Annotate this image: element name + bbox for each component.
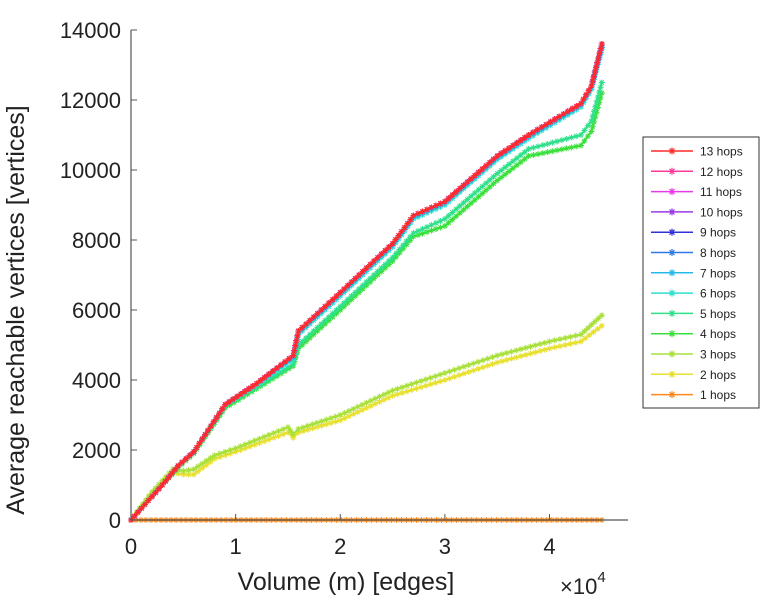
x-tick-label: 1 bbox=[230, 534, 242, 559]
x-tick-label: 3 bbox=[439, 534, 451, 559]
legend-item: 4 hops bbox=[651, 327, 736, 341]
y-tick-label: 6000 bbox=[72, 298, 121, 323]
legend-label: 7 hops bbox=[700, 266, 736, 280]
y-tick-label: 8000 bbox=[72, 228, 121, 253]
series-4-hops bbox=[128, 90, 605, 523]
legend-item: 11 hops bbox=[651, 185, 742, 199]
legend-item: 9 hops bbox=[651, 226, 736, 240]
legend-label: 9 hops bbox=[700, 226, 736, 240]
series-markers bbox=[128, 79, 605, 523]
legend-item: 2 hops bbox=[651, 368, 736, 382]
x-axis-exponent-base: ×10 bbox=[560, 574, 597, 599]
y-tick-label: 4000 bbox=[72, 368, 121, 393]
legend-marker bbox=[668, 309, 676, 317]
legend-label: 4 hops bbox=[700, 327, 736, 341]
legend-label: 12 hops bbox=[700, 165, 743, 179]
plot-area bbox=[128, 41, 605, 523]
legend-item: 7 hops bbox=[651, 266, 736, 280]
y-tick-label: 0 bbox=[109, 508, 121, 533]
legend-label: 5 hops bbox=[700, 307, 736, 321]
legend-label: 3 hops bbox=[700, 348, 736, 362]
y-tick-label: 12000 bbox=[60, 88, 121, 113]
legend-item: 3 hops bbox=[651, 348, 736, 362]
legend-item: 5 hops bbox=[651, 307, 736, 321]
x-tick-label: 2 bbox=[334, 534, 346, 559]
series-2-hops bbox=[128, 322, 605, 523]
legend-item: 6 hops bbox=[651, 287, 736, 301]
y-axis-label: Average reachable vertices [vertices] bbox=[2, 105, 30, 514]
series-markers bbox=[128, 90, 605, 523]
y-tick-label: 14000 bbox=[60, 18, 121, 43]
legend-marker bbox=[668, 208, 676, 216]
legend-marker bbox=[668, 330, 676, 338]
series-markers bbox=[128, 312, 605, 523]
y-tick-label: 2000 bbox=[72, 438, 121, 463]
x-axis-exponent-power: 4 bbox=[597, 569, 605, 586]
x-ticks: 0 1 2 3 4 bbox=[125, 514, 556, 559]
series-5-hops bbox=[128, 79, 605, 523]
x-tick-label: 0 bbox=[125, 534, 137, 559]
legend-marker bbox=[668, 228, 676, 236]
series-markers bbox=[128, 322, 605, 523]
legend-item: 1 hops bbox=[651, 388, 736, 402]
legend-marker bbox=[668, 350, 676, 358]
legend-label: 8 hops bbox=[700, 246, 736, 260]
x-tick-label: 4 bbox=[543, 534, 555, 559]
legend: 13 hops 12 hops 11 hops 10 hops 9 hops 8 hops… bbox=[642, 136, 760, 409]
legend-label: 1 hops bbox=[700, 388, 736, 402]
y-tick-label: 10000 bbox=[60, 158, 121, 183]
legend-label: 11 hops bbox=[700, 185, 742, 199]
legend-marker bbox=[668, 249, 676, 256]
legend-item: 10 hops bbox=[651, 205, 743, 219]
legend-label: 6 hops bbox=[700, 287, 736, 301]
legend-marker bbox=[668, 167, 676, 175]
legend-marker bbox=[668, 289, 676, 297]
legend-marker bbox=[668, 147, 676, 155]
legend-marker bbox=[668, 269, 676, 277]
legend-label: 10 hops bbox=[700, 205, 743, 219]
x-axis-label: Volume (m) [edges] bbox=[238, 568, 455, 596]
legend-item: 13 hops bbox=[651, 145, 743, 159]
y-ticks: 0 2000 4000 6000 8000 10000 12000 14000 bbox=[60, 18, 137, 533]
legend-label: 2 hops bbox=[700, 368, 736, 382]
axes bbox=[130, 30, 628, 521]
series-3-hops bbox=[128, 312, 605, 523]
legend-item: 12 hops bbox=[651, 165, 743, 179]
legend-item: 8 hops bbox=[651, 246, 736, 260]
legend-marker bbox=[668, 370, 676, 378]
x-axis-exponent: ×104 bbox=[560, 569, 606, 599]
legend-label: 13 hops bbox=[700, 145, 743, 159]
legend-marker bbox=[668, 188, 676, 196]
legend-marker bbox=[668, 391, 676, 399]
